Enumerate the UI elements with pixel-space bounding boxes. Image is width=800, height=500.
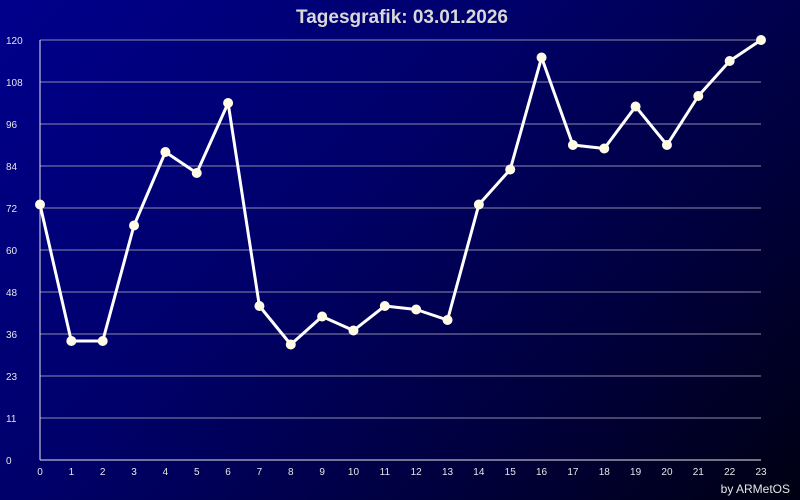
x-tick-label: 8 [288,467,294,478]
data-point [223,98,234,108]
data-point [379,301,390,311]
axes [39,40,761,461]
x-tick-label: 7 [257,467,263,478]
x-tick-label: 22 [724,467,736,478]
x-tick-label: 12 [411,467,423,478]
y-tick-label: 72 [6,204,18,215]
series [35,35,766,350]
data-point [191,168,202,178]
data-point [693,91,704,101]
grid-lines [40,39,761,419]
series-line [38,38,762,346]
x-tick-label: 19 [630,467,642,478]
chart-title: Tagesgrafik: 03.01.2026 [296,7,508,28]
x-tick-label: 10 [348,467,360,478]
x-tick-label: 6 [225,467,231,478]
data-point [442,315,453,325]
data-point [254,301,265,311]
data-point [348,325,359,336]
data-point [129,220,140,231]
y-tick-label: 60 [6,246,18,257]
x-tick-label: 2 [100,467,106,478]
y-tick-label: 108 [6,78,23,89]
x-tick-label: 3 [131,467,137,478]
y-tick-label: 36 [6,330,18,341]
y-tick-label: 11 [6,414,17,425]
data-point [630,101,641,112]
y-axis-tick-labels: 0 11 23 36 48 60 72 84 96 108 120 [6,36,23,467]
x-tick-label: 1 [69,467,75,478]
x-tick-label: 20 [661,467,673,478]
data-point [97,336,108,346]
data-point [473,199,484,210]
data-point [505,164,516,175]
x-tick-label: 14 [473,467,485,478]
x-tick-label: 4 [163,467,169,478]
credit-label: by ARMetOS [721,482,790,496]
y-tick-label: 23 [6,372,18,383]
y-tick-label: 84 [6,162,18,173]
x-tick-label: 17 [567,467,579,478]
data-point [160,147,171,157]
data-point [536,52,547,63]
x-axis-tick-labels: 0 1 2 3 4 5 6 7 8 9 10 11 12 13 14 15 16 17 18 19 20 21 22 23 [37,467,767,478]
x-tick-label: 15 [505,467,517,478]
y-tick-label: 96 [6,120,18,131]
data-point [599,143,610,154]
data-point [661,140,672,150]
x-tick-label: 21 [693,467,705,478]
data-point [567,140,578,150]
x-tick-label: 9 [319,467,325,478]
y-tick-label: 120 [6,36,23,47]
data-point [66,336,77,346]
x-tick-label: 16 [536,467,548,478]
data-point [285,339,296,350]
data-point [317,311,328,322]
x-tick-label: 13 [442,467,454,478]
y-tick-label: 48 [6,288,18,299]
x-tick-label: 0 [37,467,43,478]
y-tick-label: 0 [6,456,12,467]
x-tick-label: 5 [194,467,200,478]
x-tick-label: 18 [599,467,611,478]
x-tick-label: 11 [380,467,391,478]
data-point [756,35,766,45]
data-point [35,199,45,210]
data-point [724,56,735,66]
data-point [411,304,422,315]
x-tick-label: 23 [755,467,767,478]
